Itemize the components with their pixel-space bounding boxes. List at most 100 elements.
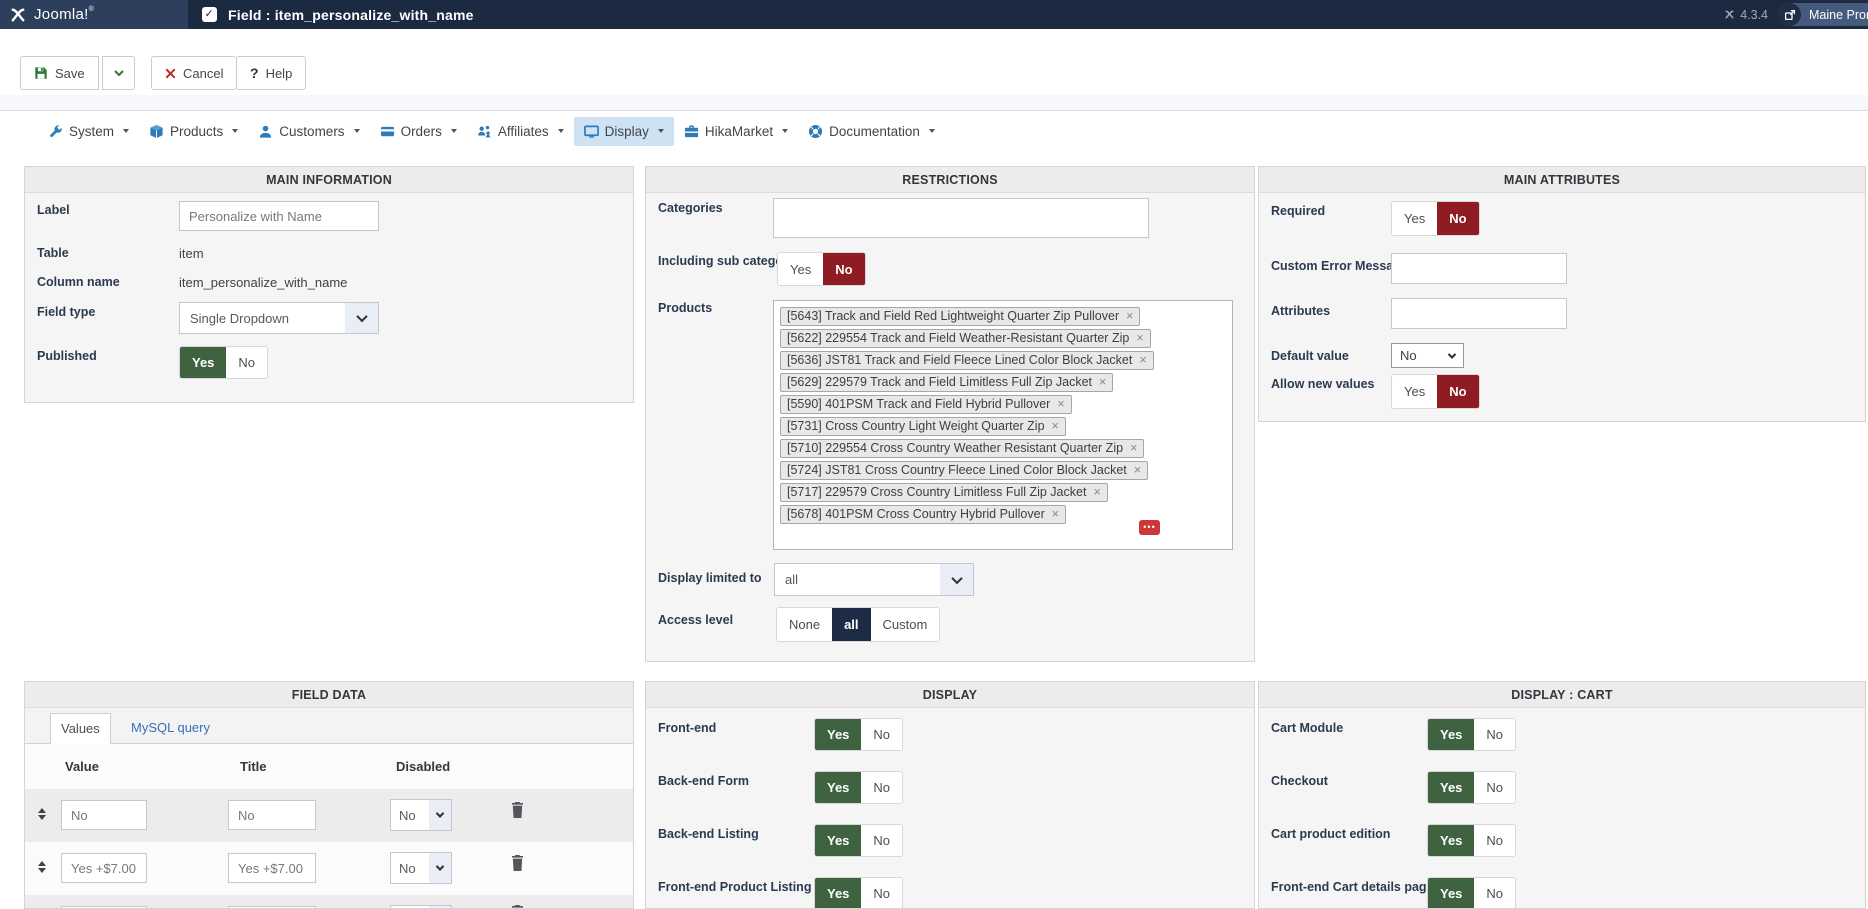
product-tag[interactable]: [5717] 229579 Cross Country Limitless Fu…	[780, 483, 1108, 502]
toggle-no[interactable]: No	[1474, 719, 1516, 750]
front-end-toggle: Yes No	[814, 718, 904, 751]
toggle-yes[interactable]: Yes	[180, 347, 227, 378]
default-value-select[interactable]: No	[1391, 343, 1464, 368]
site-preview-button[interactable]: Maine Promos	[1778, 3, 1868, 26]
toggle-no[interactable]: No	[1474, 772, 1516, 803]
toggle-yes[interactable]: Yes	[1392, 202, 1438, 235]
cancel-button[interactable]: Cancel	[151, 56, 238, 90]
remove-tag-icon[interactable]: ×	[1136, 331, 1144, 345]
menu-customers[interactable]: Customers	[248, 117, 369, 146]
allow-new-values-label: Allow new values	[1271, 377, 1375, 391]
more-products-icon[interactable]	[1139, 520, 1160, 535]
toggle-yes[interactable]: Yes	[1392, 375, 1438, 408]
menu-affiliates[interactable]: Affiliates	[467, 117, 574, 146]
product-tag[interactable]: [5724] JST81 Cross Country Fleece Lined …	[780, 461, 1149, 480]
toggle-no[interactable]: No	[1437, 375, 1479, 408]
trash-icon[interactable]	[511, 855, 524, 876]
categories-input[interactable]	[773, 198, 1149, 238]
menu-system[interactable]: System	[38, 117, 139, 146]
value-input[interactable]	[61, 853, 147, 883]
toggle-yes[interactable]: Yes	[815, 772, 862, 803]
remove-tag-icon[interactable]: ×	[1051, 507, 1060, 521]
product-tag[interactable]: [5629] 229579 Track and Field Limitless …	[780, 373, 1114, 392]
toggle-yes[interactable]: Yes	[1428, 825, 1475, 856]
menu-label: Products	[170, 123, 224, 139]
toggle-no[interactable]: No	[823, 253, 865, 285]
custom-error-input[interactable]	[1391, 253, 1567, 284]
save-button[interactable]: Save	[20, 56, 99, 90]
menu-display[interactable]: Display	[573, 116, 674, 146]
toggle-yes[interactable]: Yes	[778, 253, 824, 285]
value-input[interactable]	[61, 800, 147, 830]
products-select-box[interactable]: [5643] Track and Field Red Lightweight Q…	[773, 300, 1233, 550]
menu-orders[interactable]: Orders	[370, 117, 467, 146]
front-end-cart-details-toggle: Yes No	[1427, 877, 1517, 908]
toggle-no[interactable]: No	[861, 825, 903, 856]
product-tag[interactable]: [5590] 401PSM Track and Field Hybrid Pul…	[780, 395, 1072, 414]
chevron-down-icon	[429, 906, 451, 908]
tab-values[interactable]: Values	[50, 713, 111, 745]
product-tag[interactable]: [5731] Cross Country Light Weight Quarte…	[780, 417, 1066, 436]
toggle-yes[interactable]: Yes	[1428, 878, 1475, 908]
menu-label: System	[69, 123, 115, 139]
toggle-no[interactable]: No	[861, 772, 903, 803]
toggle-no[interactable]: No	[1437, 202, 1479, 235]
product-tag[interactable]: [5643] Track and Field Red Lightweight Q…	[780, 307, 1141, 326]
remove-tag-icon[interactable]: ×	[1130, 441, 1138, 455]
menu-products[interactable]: Products	[139, 117, 248, 146]
remove-tag-icon[interactable]: ×	[1057, 397, 1065, 411]
trash-icon[interactable]	[511, 802, 524, 823]
access-all-button[interactable]: all	[832, 608, 871, 641]
toggle-no[interactable]: No	[1474, 825, 1516, 856]
toggle-no[interactable]: No	[861, 878, 903, 908]
product-tag[interactable]: [5710] 229554 Cross Country Weather Resi…	[780, 439, 1145, 458]
menu-hikamarket[interactable]: HikaMarket	[674, 117, 798, 146]
access-level-group: None all Custom	[776, 607, 941, 642]
back-end-listing-label: Back-end Listing	[658, 827, 759, 841]
title-input[interactable]	[228, 853, 316, 883]
disabled-select[interactable]: No	[390, 905, 452, 908]
toggle-no[interactable]: No	[1474, 878, 1516, 908]
remove-tag-icon[interactable]: ×	[1051, 419, 1059, 433]
toggle-no[interactable]: No	[226, 347, 268, 378]
cart-module-toggle: Yes No	[1427, 718, 1517, 751]
toggle-yes[interactable]: Yes	[815, 878, 862, 908]
brand-text: Joomla!®	[34, 6, 95, 23]
chevron-down-icon	[657, 129, 664, 133]
title-input[interactable]	[228, 800, 316, 830]
trash-icon[interactable]	[511, 905, 524, 908]
table-label: Table	[37, 246, 69, 260]
toggle-yes[interactable]: Yes	[1428, 719, 1475, 750]
field-type-select[interactable]: Single Dropdown	[179, 302, 379, 334]
product-tag[interactable]: [5678] 401PSM Cross Country Hybrid Pullo…	[780, 505, 1067, 524]
remove-tag-icon[interactable]: ×	[1126, 309, 1134, 323]
toggle-yes[interactable]: Yes	[815, 825, 862, 856]
disabled-select[interactable]: No	[390, 852, 452, 884]
display-limited-select[interactable]: all	[774, 563, 974, 596]
chevron-down-icon	[123, 129, 130, 133]
tab-mysql-query[interactable]: MySQL query	[131, 720, 210, 735]
toggle-yes[interactable]: Yes	[815, 719, 862, 750]
value-input[interactable]	[61, 906, 147, 908]
label-input[interactable]	[179, 201, 379, 231]
access-none-button[interactable]: None	[777, 608, 833, 641]
product-tag[interactable]: [5622] 229554 Track and Field Weather-Re…	[780, 329, 1151, 348]
remove-tag-icon[interactable]: ×	[1133, 463, 1142, 477]
toggle-yes[interactable]: Yes	[1428, 772, 1475, 803]
remove-tag-icon[interactable]: ×	[1093, 485, 1101, 499]
product-tag[interactable]: [5636] JST81 Track and Field Fleece Line…	[780, 351, 1154, 370]
drag-handle-icon[interactable]	[38, 808, 46, 820]
remove-tag-icon[interactable]: ×	[1139, 353, 1147, 367]
attributes-input[interactable]	[1391, 298, 1567, 329]
help-button[interactable]: ? Help	[236, 56, 307, 90]
question-icon: ?	[250, 65, 259, 81]
drag-handle-icon[interactable]	[38, 861, 46, 873]
remove-tag-icon[interactable]: ×	[1099, 375, 1107, 389]
title-input[interactable]	[228, 906, 316, 908]
save-dropdown-button[interactable]	[102, 56, 135, 90]
chevron-down-icon	[557, 129, 564, 133]
toggle-no[interactable]: No	[861, 719, 903, 750]
disabled-select[interactable]: No	[390, 799, 452, 831]
menu-documentation[interactable]: Documentation	[798, 117, 945, 146]
access-custom-button[interactable]: Custom	[870, 608, 940, 641]
